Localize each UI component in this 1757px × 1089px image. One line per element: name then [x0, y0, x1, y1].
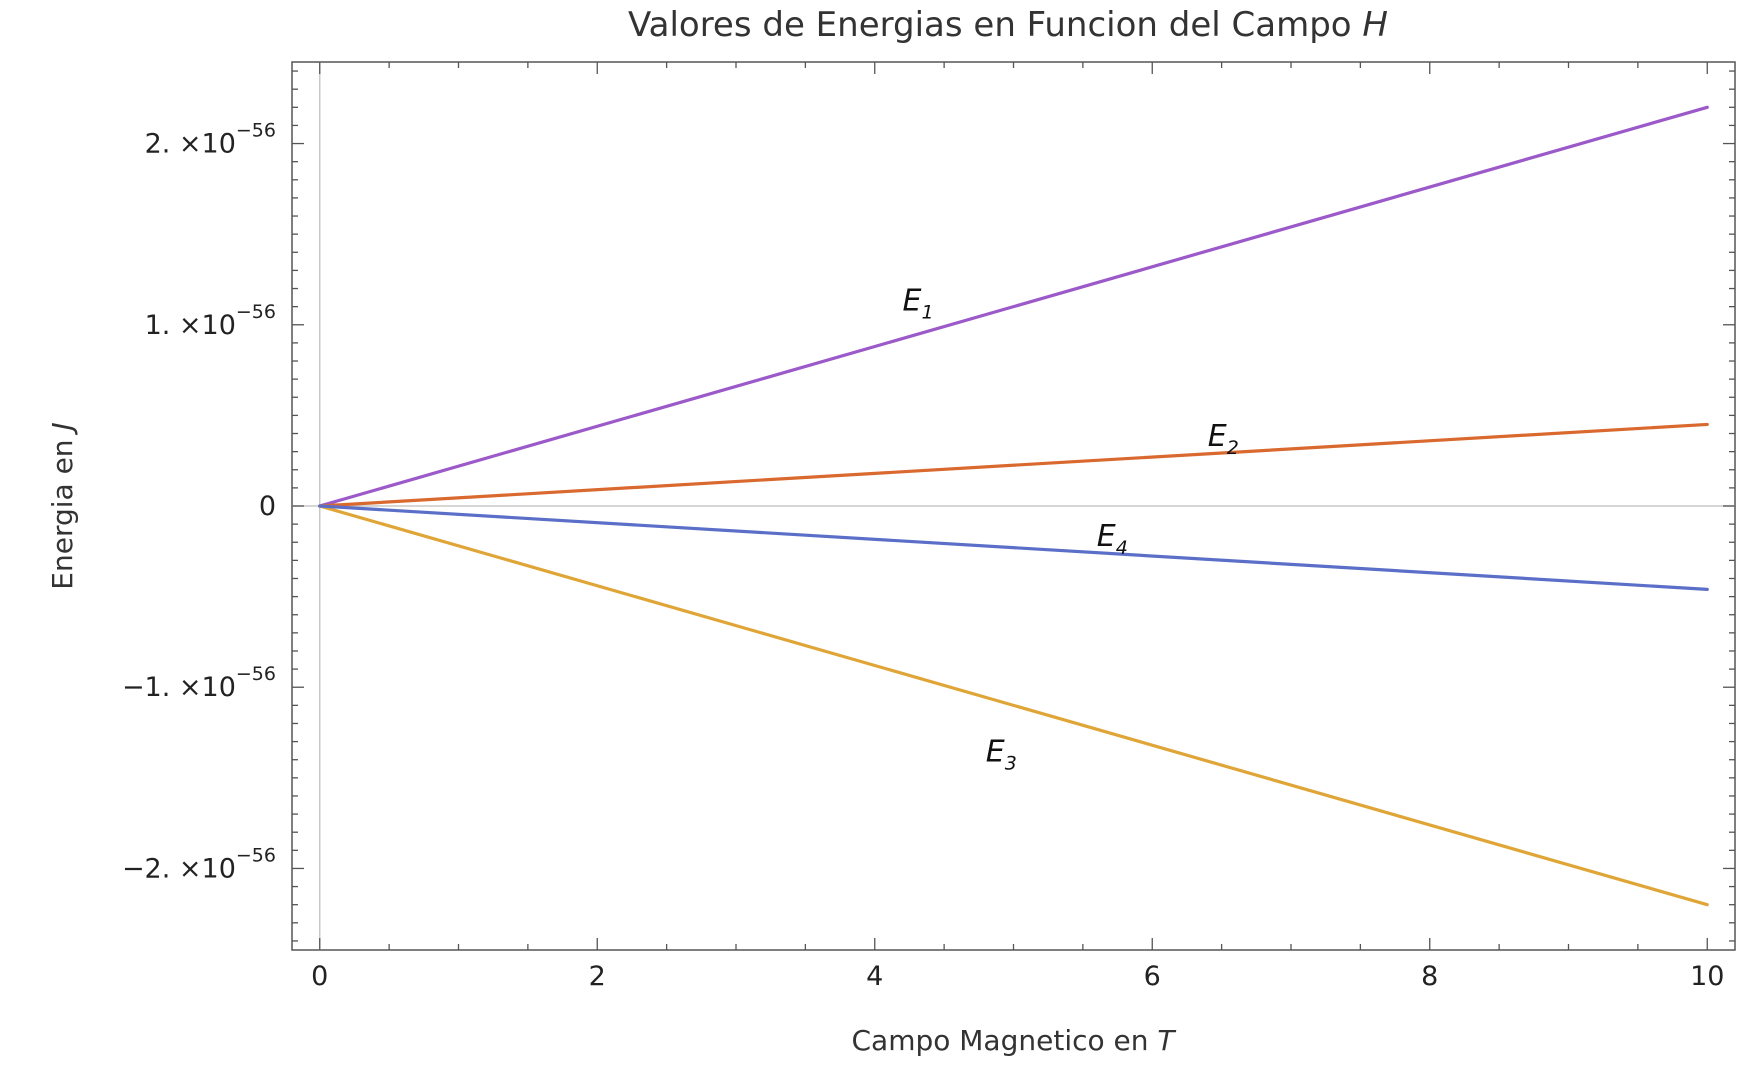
series-label-e1: E1: [903, 283, 934, 323]
x-tick-label: 0: [311, 961, 328, 992]
series-lines: [318, 105, 1709, 907]
series-labels: E1 E2 E3 E4: [903, 283, 1239, 774]
y-tick-label: 2. ×10−56: [145, 120, 276, 160]
series-label-e2: E2: [1208, 419, 1239, 459]
series-line-e3: [318, 504, 1709, 907]
series-line-e4: [318, 504, 1709, 591]
y-tick-labels: 2. ×10−56 1. ×10−56 0 −1. ×10−56 −2. ×10−56: [122, 120, 276, 885]
y-tick-label: 0: [259, 491, 276, 522]
y-tick-label: 1. ×10−56: [145, 301, 276, 341]
series-line-e2: [318, 422, 1709, 508]
tick-marks: [292, 62, 1735, 950]
x-tick-label: 2: [589, 961, 606, 992]
y-tick-label: −2. ×10−56: [122, 844, 276, 884]
x-tick-label: 6: [1144, 961, 1161, 992]
y-axis-label: Energia en J: [46, 422, 79, 589]
x-tick-label: 4: [866, 961, 883, 992]
series-label-e3: E3: [986, 735, 1017, 775]
y-tick-label: −1. ×10−56: [122, 663, 276, 703]
x-tick-label: 8: [1421, 961, 1438, 992]
x-axis-label: Campo Magnetico en T: [851, 1024, 1176, 1057]
series-label-e4: E4: [1097, 519, 1128, 559]
x-tick-label: 10: [1690, 961, 1724, 992]
chart-title: Valores de Energias en Funcion del Campo…: [628, 5, 1388, 45]
x-tick-labels: 0 2 4 6 8 10: [311, 961, 1724, 992]
series-line-e1: [318, 105, 1709, 508]
